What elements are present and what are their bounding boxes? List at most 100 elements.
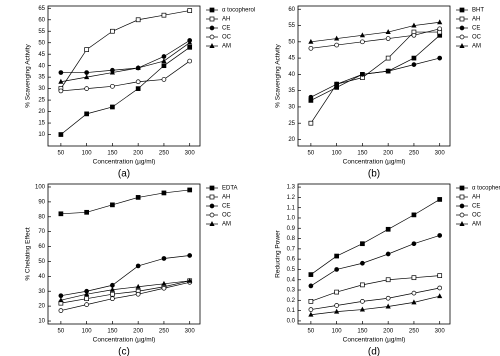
series-line (310, 31, 440, 124)
marker (360, 260, 365, 266)
x-tick-label: 300 (435, 329, 446, 335)
marker (135, 291, 141, 297)
marker (84, 302, 89, 307)
x-axis-label: Concentration (µg/ml) (343, 337, 406, 344)
x-tick-label: 50 (58, 329, 65, 335)
marker (308, 120, 314, 126)
series-line (60, 281, 190, 311)
marker (385, 303, 391, 309)
panel-label: (c) (118, 347, 130, 356)
x-tick-label: 100 (82, 151, 93, 157)
y-tick-label: 100 (35, 185, 46, 191)
marker (334, 308, 340, 314)
marker (411, 299, 417, 305)
marker (334, 253, 339, 259)
marker (84, 296, 89, 302)
marker (161, 58, 167, 64)
marker (360, 39, 365, 45)
marker (110, 202, 115, 208)
y-tick-label: 30 (38, 86, 45, 92)
legend-label: AH (472, 195, 480, 201)
panel-label: (d) (368, 347, 380, 356)
marker (84, 70, 89, 75)
marker (308, 307, 314, 312)
y-tick-label: 55 (38, 29, 45, 35)
y-axis-label: % Scavenging Activity (275, 43, 282, 107)
legend-label: AM (472, 222, 481, 228)
legend-label: EDTA (222, 186, 238, 192)
marker (110, 291, 115, 297)
y-axis-label: % Chelating Effect (25, 227, 32, 281)
y-tick-label: 0.0 (287, 318, 296, 324)
marker (209, 203, 215, 209)
marker (187, 39, 193, 45)
marker (308, 38, 314, 44)
marker (385, 36, 391, 41)
y-tick-label: 80 (38, 214, 45, 220)
series-line (310, 287, 440, 310)
marker (135, 283, 141, 289)
y-tick-label: 1.1 (287, 205, 296, 211)
x-tick-label: 50 (58, 151, 65, 157)
marker (84, 47, 89, 52)
marker (334, 42, 339, 48)
marker (187, 253, 193, 258)
marker (58, 88, 64, 94)
series-line (60, 60, 190, 92)
marker (459, 194, 465, 200)
marker (437, 233, 443, 238)
y-tick-label: 45 (38, 52, 45, 58)
series-line (60, 280, 190, 301)
y-tick-label: 30 (288, 105, 295, 111)
marker (459, 25, 465, 31)
marker (411, 290, 417, 296)
x-tick-label: 100 (332, 151, 343, 157)
marker (209, 25, 215, 31)
marker (161, 54, 167, 59)
x-axis-label: Concentration (µg/ml) (93, 337, 156, 344)
x-tick-label: 200 (383, 329, 394, 335)
plot-frame (297, 183, 451, 325)
marker (385, 29, 391, 34)
marker (84, 209, 89, 215)
y-tick-label: 10 (38, 132, 45, 138)
marker (110, 83, 115, 89)
marker (110, 104, 115, 110)
y-tick-label: 20 (38, 109, 45, 115)
marker (58, 132, 64, 137)
y-tick-label: 0.3 (287, 288, 296, 294)
marker (411, 275, 417, 281)
x-tick-label: 100 (82, 329, 93, 335)
legend-label: OC (222, 213, 232, 219)
y-tick-label: 25 (288, 121, 295, 127)
marker (360, 282, 365, 288)
marker (161, 280, 167, 286)
marker (110, 282, 115, 288)
y-tick-label: 30 (38, 289, 45, 295)
marker (308, 311, 314, 317)
x-axis-label: Concentration (µg/ml) (343, 159, 406, 166)
legend-label: CE (472, 26, 480, 32)
series-line (60, 255, 190, 297)
y-tick-label: 50 (38, 259, 45, 265)
marker (209, 185, 215, 191)
y-tick-label: 60 (288, 7, 295, 13)
x-axis-label: Concentration (µg/ml) (93, 159, 156, 166)
marker (334, 267, 339, 272)
x-tick-label: 250 (409, 151, 420, 157)
legend-label: AM (222, 222, 231, 228)
marker (135, 195, 141, 200)
panel-label: (a) (118, 169, 130, 180)
y-tick-label: 10 (38, 319, 45, 325)
y-axis-label: Reducing Power (275, 229, 282, 278)
x-tick-label: 300 (185, 151, 196, 157)
marker (187, 277, 193, 283)
marker (135, 263, 141, 269)
marker (308, 94, 314, 100)
legend-label: AM (222, 44, 231, 50)
marker (58, 297, 64, 303)
y-tick-label: 0.5 (287, 267, 296, 273)
plot-frame (297, 5, 451, 147)
marker (135, 65, 141, 70)
